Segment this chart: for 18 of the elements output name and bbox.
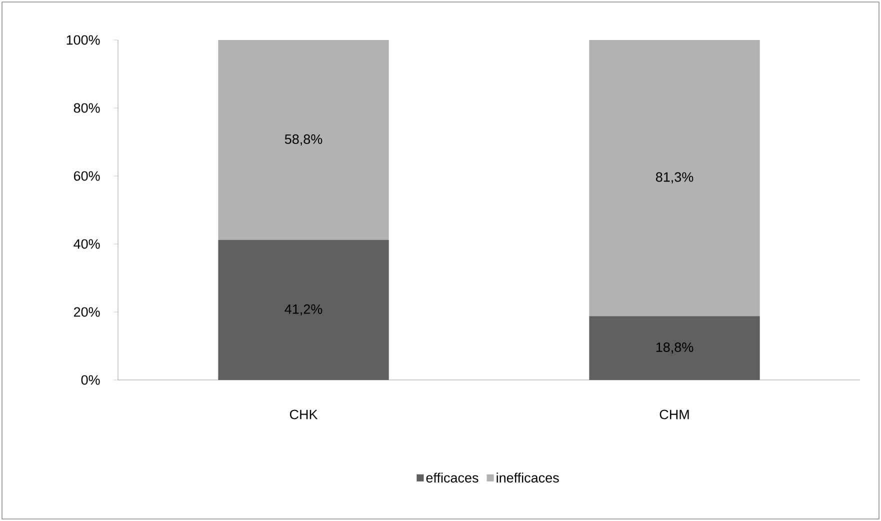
x-tick-label: CHM xyxy=(660,410,689,420)
data-label: 58,8% xyxy=(284,134,322,146)
y-tick-label: 100% xyxy=(66,35,100,45)
y-tick-label: 80% xyxy=(74,103,100,113)
data-label: 18,8% xyxy=(656,342,694,354)
x-tick-label: CHK xyxy=(290,410,318,420)
y-tick-label: 40% xyxy=(74,239,100,249)
bar xyxy=(589,40,760,316)
bar xyxy=(218,40,389,240)
data-label: 41,2% xyxy=(284,304,322,316)
bar xyxy=(589,316,760,380)
y-tick-label: 60% xyxy=(74,171,100,181)
y-tick-label: 20% xyxy=(74,307,100,317)
data-label: 81,3% xyxy=(656,172,694,184)
y-tick-label: 0% xyxy=(81,375,100,385)
legend-label: efficaces xyxy=(426,472,478,483)
bar xyxy=(218,240,389,380)
legend-label: inefficaces xyxy=(496,472,559,483)
